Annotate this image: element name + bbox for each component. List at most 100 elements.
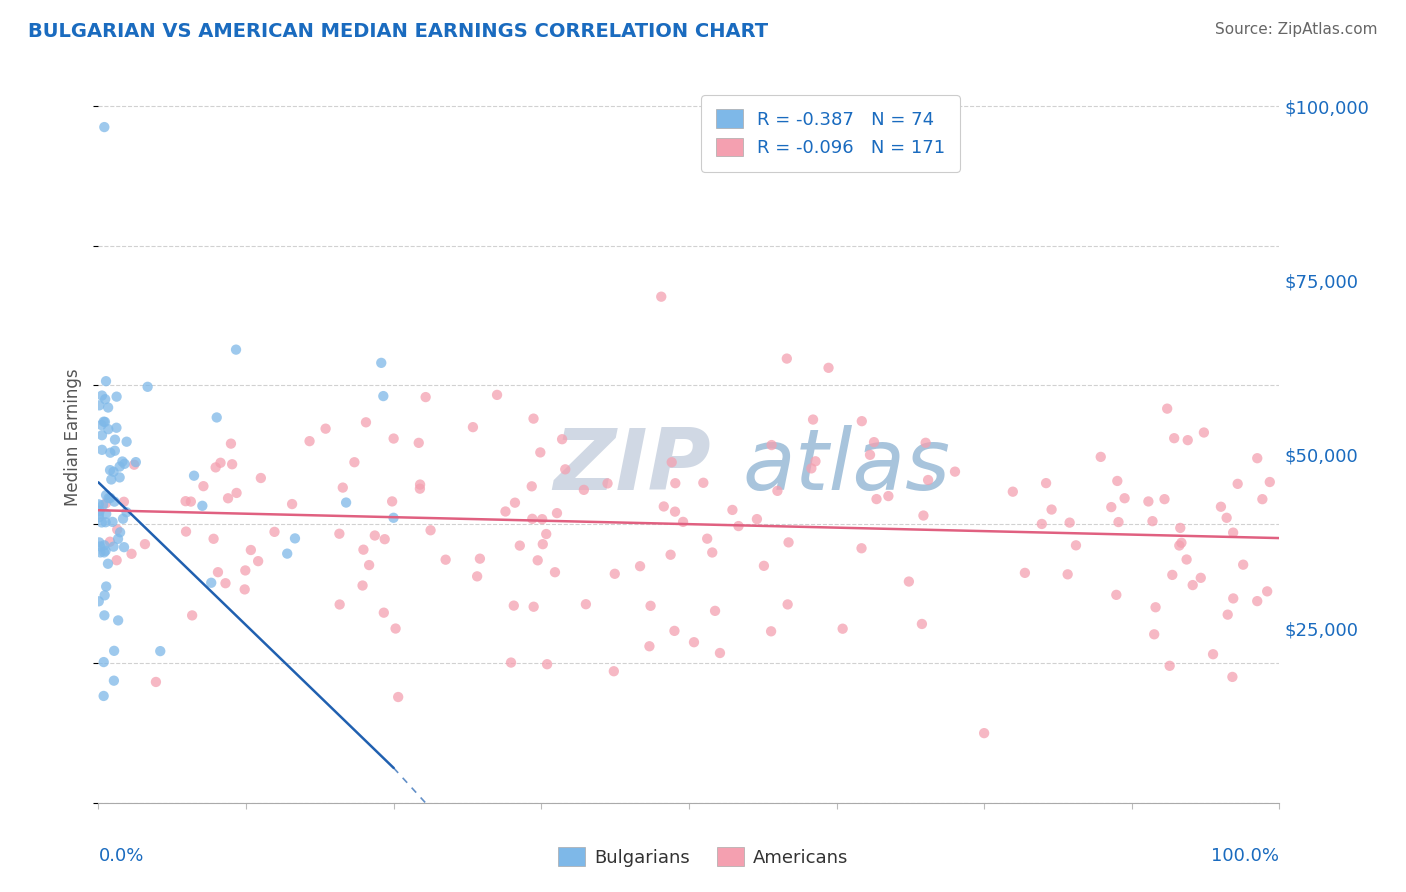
Point [536, 657, 558, 672]
Point [96, 580, 118, 594]
Point [943, 465, 966, 479]
Point [103, 673, 125, 688]
Point [851, 541, 873, 556]
Point [115, 505, 138, 519]
Point [531, 512, 554, 526]
Point [1246, 594, 1268, 608]
Point [219, 436, 242, 450]
Point [761, 438, 783, 452]
Point [1226, 476, 1249, 491]
Point [111, 454, 134, 468]
Point [659, 548, 682, 562]
Point [387, 690, 409, 704]
Point [136, 380, 159, 394]
Point [831, 622, 853, 636]
Point [93, 538, 115, 552]
Point [897, 574, 920, 589]
Point [461, 420, 484, 434]
Point [522, 411, 544, 425]
Point [87, 510, 110, 524]
Point [207, 565, 229, 579]
Point [104, 433, 127, 447]
Point [1014, 566, 1036, 580]
Point [103, 465, 125, 479]
Point [93, 689, 115, 703]
Point [329, 598, 352, 612]
Point [865, 492, 887, 507]
Point [122, 458, 145, 472]
Point [1177, 433, 1199, 447]
Point [914, 435, 936, 450]
Point [531, 537, 554, 551]
Point [745, 512, 768, 526]
Point [502, 599, 524, 613]
Point [1108, 515, 1130, 529]
Point [409, 477, 432, 491]
Point [709, 646, 731, 660]
Point [98, 534, 121, 549]
Point [202, 532, 225, 546]
Point [499, 656, 522, 670]
Point [373, 606, 395, 620]
Point [575, 597, 598, 611]
Point [149, 644, 172, 658]
Point [364, 528, 387, 542]
Text: 100.0%: 100.0% [1212, 847, 1279, 864]
Point [661, 455, 683, 469]
Point [522, 512, 544, 526]
Point [851, 414, 873, 428]
Point [298, 434, 321, 449]
Point [174, 524, 197, 539]
Point [1143, 627, 1166, 641]
Point [1105, 588, 1128, 602]
Point [664, 476, 686, 491]
Point [332, 481, 354, 495]
Point [486, 388, 509, 402]
Point [91, 498, 114, 512]
Point [370, 356, 392, 370]
Point [1159, 658, 1181, 673]
Point [225, 486, 247, 500]
Point [98, 446, 121, 460]
Point [104, 443, 127, 458]
Point [354, 415, 377, 429]
Point [96, 507, 118, 521]
Point [374, 532, 396, 546]
Point [800, 461, 823, 475]
Point [191, 499, 214, 513]
Point [89, 540, 111, 554]
Point [94, 496, 117, 510]
Point [217, 491, 239, 506]
Point [1137, 494, 1160, 508]
Point [1099, 500, 1122, 514]
Point [603, 665, 626, 679]
Point [209, 456, 232, 470]
Point [702, 545, 724, 559]
Point [696, 532, 718, 546]
Point [973, 726, 995, 740]
Point [97, 422, 120, 436]
Point [315, 422, 337, 436]
Point [664, 505, 686, 519]
Legend: Bulgarians, Americans: Bulgarians, Americans [551, 840, 855, 874]
Point [107, 532, 129, 546]
Point [335, 495, 357, 509]
Point [1192, 425, 1215, 440]
Point [343, 455, 366, 469]
Point [1216, 607, 1239, 622]
Point [98, 491, 121, 505]
Point [225, 343, 247, 357]
Point [495, 504, 517, 518]
Point [247, 554, 270, 568]
Point [221, 457, 243, 471]
Point [108, 525, 131, 540]
Point [94, 415, 117, 429]
Point [1222, 525, 1244, 540]
Point [554, 462, 576, 476]
Point [1107, 474, 1129, 488]
Point [911, 617, 934, 632]
Point [125, 455, 148, 469]
Point [1142, 514, 1164, 528]
Point [640, 599, 662, 613]
Point [193, 479, 215, 493]
